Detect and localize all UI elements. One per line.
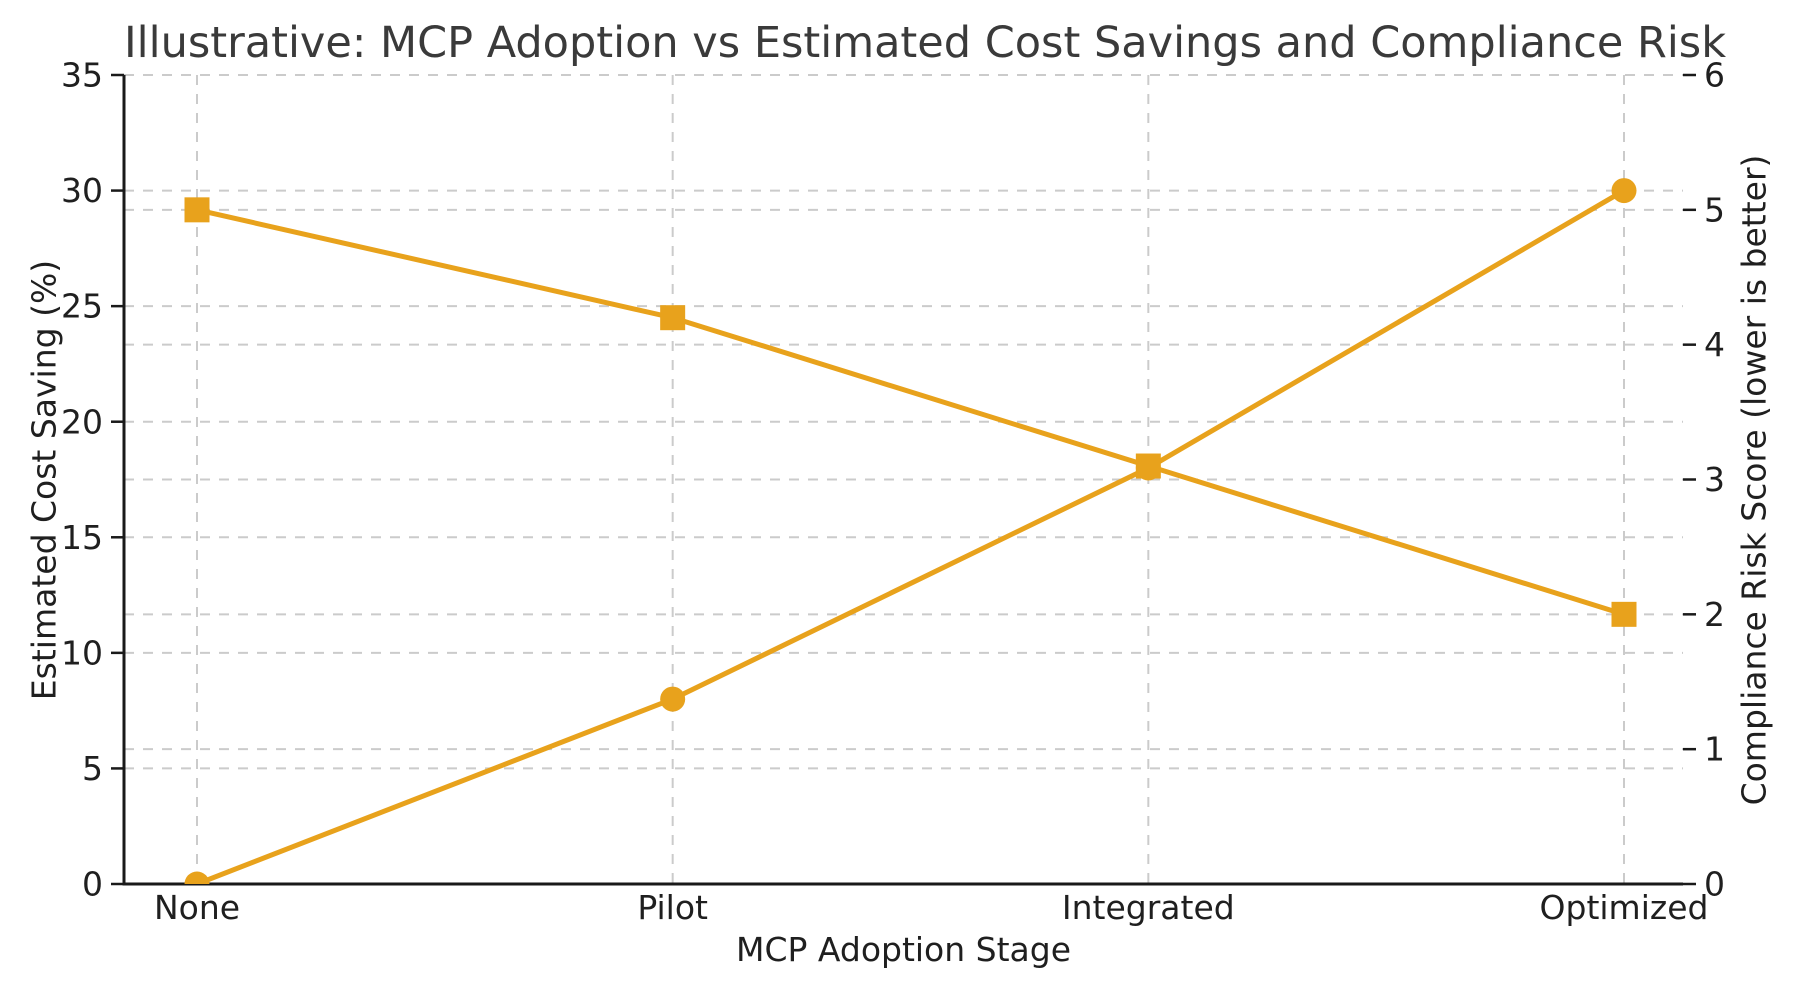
- chart-title: Illustrative: MCP Adoption vs Estimated …: [124, 18, 1727, 68]
- right-tick-label: 6: [1704, 56, 1725, 95]
- right-tick-label: 5: [1704, 190, 1725, 229]
- left-tick-label: 35: [61, 56, 103, 95]
- x-tick-label-integrated: Integrated: [1062, 888, 1235, 927]
- series-line-cost-saving: [194, 188, 1627, 884]
- left-tick-label: 20: [61, 402, 103, 441]
- data-point-cost-saving: [660, 686, 686, 712]
- right-tick-label: 0: [1704, 865, 1725, 904]
- x-tick-label-none: None: [154, 888, 240, 927]
- x-tick-label-pilot: Pilot: [637, 888, 708, 927]
- series-line-compliance-risk: [194, 207, 1627, 617]
- left-tick-label: 25: [61, 287, 103, 326]
- x-tick-label-optimized: Optimized: [1540, 888, 1709, 927]
- data-point-cost-saving: [184, 871, 210, 884]
- left-tick-label: 15: [61, 518, 103, 557]
- series-group: [184, 178, 1637, 884]
- data-point-compliance-risk: [1135, 453, 1161, 479]
- left-tick-label: 30: [61, 171, 103, 210]
- left-tick-label: 10: [61, 633, 103, 672]
- left-tick-label: 5: [82, 749, 103, 788]
- right-tick-label: 4: [1704, 325, 1725, 364]
- data-point-compliance-risk: [184, 197, 210, 223]
- left-tick-label: 0: [82, 865, 103, 904]
- data-point-compliance-risk: [1611, 601, 1637, 627]
- right-tick-label: 3: [1704, 460, 1725, 499]
- right-tick-label: 2: [1704, 595, 1725, 634]
- x-axis-label: MCP Adoption Stage: [735, 930, 1072, 969]
- right-tick-label: 1: [1704, 730, 1725, 769]
- data-point-cost-saving: [1611, 178, 1637, 204]
- data-point-compliance-risk: [660, 305, 686, 331]
